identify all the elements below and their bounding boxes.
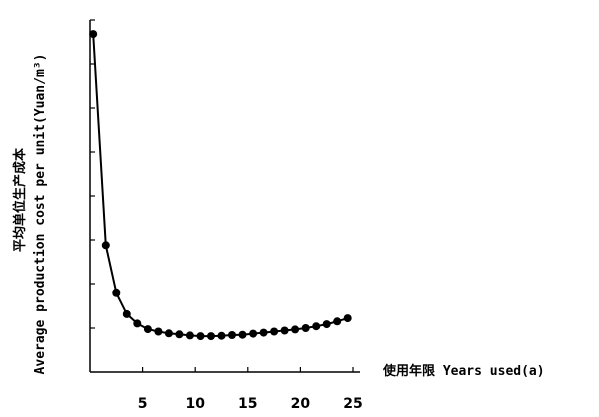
data-point <box>228 331 236 339</box>
data-point <box>312 322 321 331</box>
data-point <box>238 330 247 339</box>
x-axis-label: 使用年限 Years used(a) <box>382 363 545 379</box>
data-point <box>185 331 194 340</box>
data-point <box>133 319 142 328</box>
data-point <box>322 320 331 329</box>
x-ticks: 5 10 15 20 25 <box>138 367 363 412</box>
data-point <box>154 327 163 336</box>
data-point <box>122 309 131 318</box>
y-axis-label-cn: 平均单位生产成本 <box>12 148 28 252</box>
x-tick-label: 15 <box>238 396 257 412</box>
data-point <box>175 330 184 339</box>
data-point <box>259 328 268 337</box>
data-point <box>301 324 310 332</box>
data-point <box>217 331 226 340</box>
chart-axes <box>89 20 360 373</box>
data-point <box>89 30 98 39</box>
x-tick-label: 10 <box>185 396 205 412</box>
data-point <box>270 327 279 336</box>
data-point <box>112 288 121 297</box>
data-point <box>291 325 300 334</box>
series-points-group <box>89 30 352 341</box>
series-line <box>92 34 348 338</box>
y-ticks <box>90 19 95 329</box>
data-point <box>333 317 342 326</box>
data-point <box>196 332 205 341</box>
data-point <box>280 326 289 335</box>
y-axis-label-en: Average production cost per unit(Yuan/m³… <box>33 54 48 375</box>
data-point <box>249 329 258 338</box>
data-point <box>164 329 173 338</box>
series-line-group <box>92 34 348 338</box>
data-point <box>143 325 152 334</box>
data-point <box>207 332 215 341</box>
x-tick-label: 25 <box>343 396 362 412</box>
x-tick-label: 5 <box>138 396 148 412</box>
data-point <box>343 314 352 323</box>
data-point <box>101 241 110 250</box>
x-tick-label: 20 <box>291 396 311 412</box>
